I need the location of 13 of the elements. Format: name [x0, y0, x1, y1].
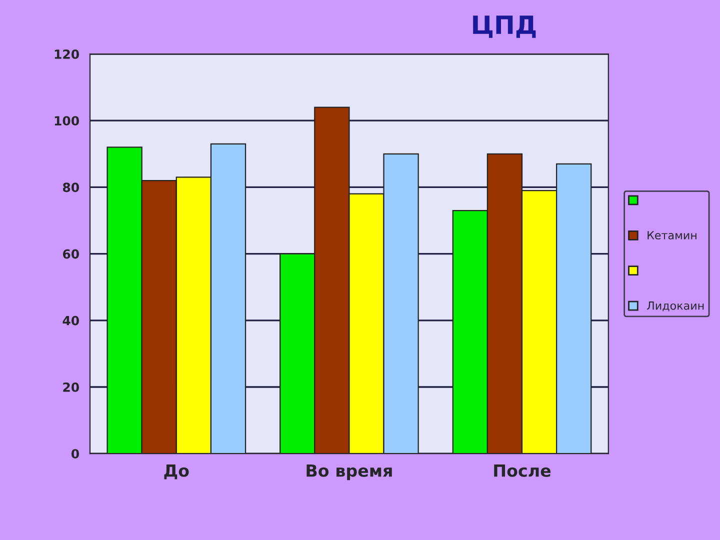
legend-label: Лидокаин — [647, 302, 704, 312]
legend-label: Кетамин — [648, 231, 696, 240]
y-tick-label: 120 — [54, 49, 79, 59]
x-tick-label: До — [164, 464, 189, 480]
y-tick-label: 0 — [71, 449, 79, 459]
y-tick-label: 20 — [63, 382, 79, 392]
chart-title: ЦПД — [473, 16, 536, 38]
y-tick-label: 40 — [62, 316, 79, 326]
x-tick-label: Во время — [306, 464, 392, 480]
y-tick-label: 80 — [62, 182, 79, 192]
y-tick-label: 60 — [62, 249, 79, 259]
x-tick-label: После — [494, 464, 551, 477]
y-tick-label: 100 — [54, 116, 79, 126]
